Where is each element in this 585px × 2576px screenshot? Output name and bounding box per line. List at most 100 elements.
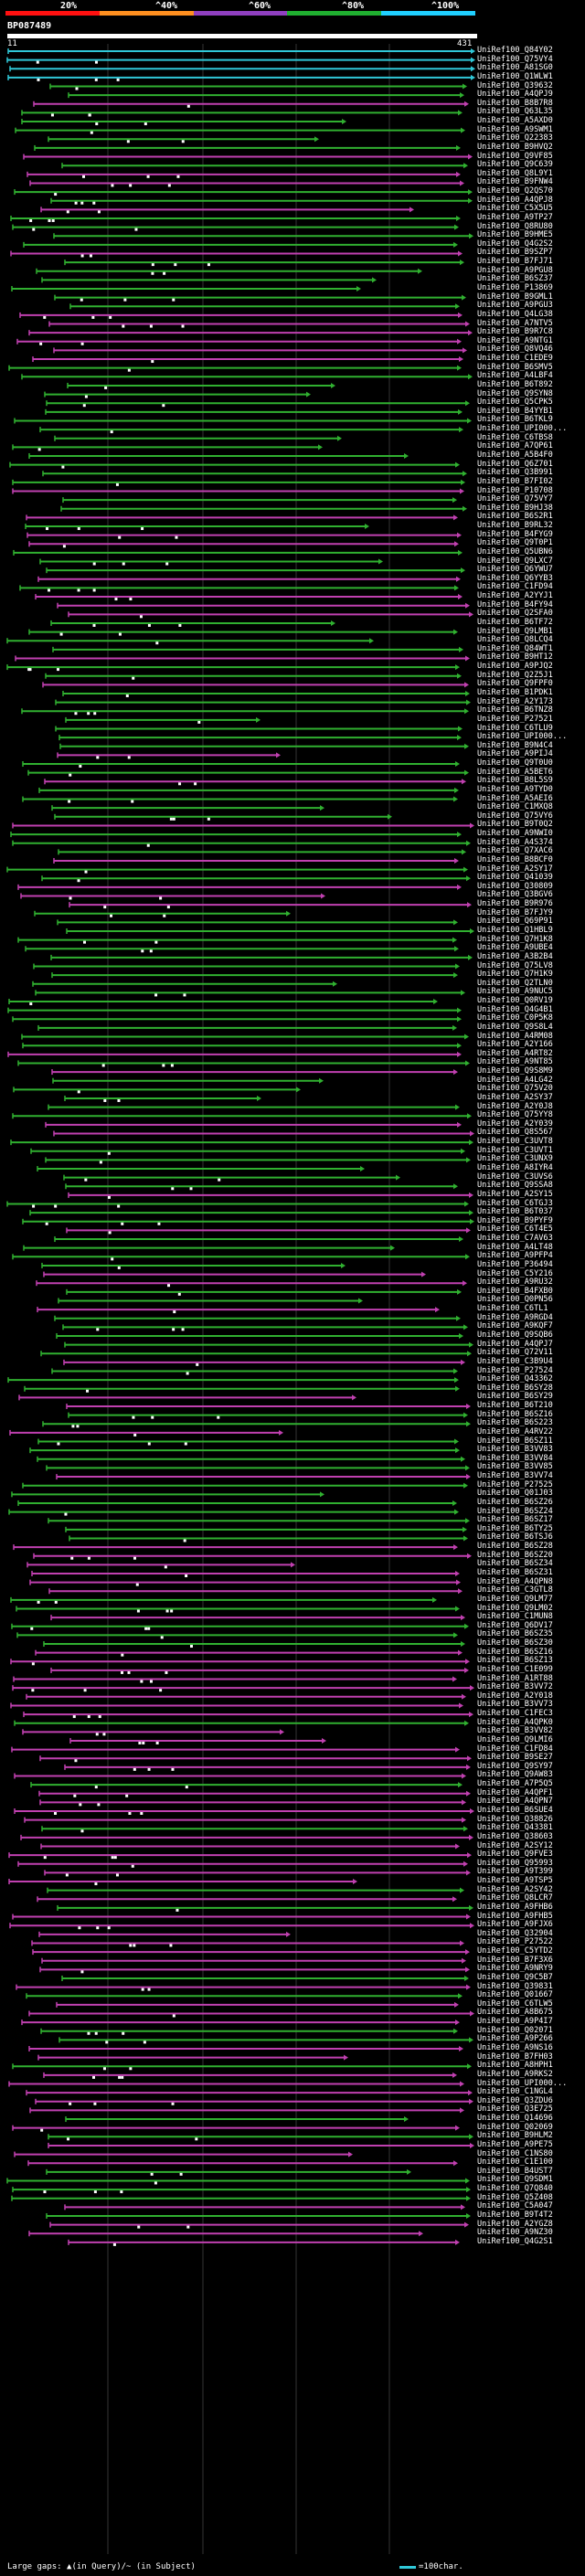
hit-name[interactable]: UniRef100_C7AV63 [477,1234,553,1244]
hit-name[interactable]: UniRef100_Q43381 [477,1823,553,1833]
hit-name[interactable]: UniRef100_C1E100 [477,2157,553,2168]
hit-name[interactable]: UniRef100_Q8S567 [477,1128,553,1138]
hit-name[interactable]: UniRef100_C3UVS6 [477,1171,553,1182]
hit-name[interactable]: UniRef100_B9FNW4 [477,177,553,187]
hit-name[interactable]: UniRef100_A9NS16 [477,2043,553,2052]
hit-name[interactable]: UniRef100_B9SZP7 [477,248,553,258]
hit-name[interactable]: UniRef100_B3VV72 [477,1682,553,1692]
hit-name[interactable]: UniRef100_Q9SYN8 [477,388,553,398]
hit-name[interactable]: UniRef100_B6TKL9 [477,415,553,425]
hit-name[interactable]: UniRef100_A9NUC5 [477,987,553,997]
hit-name[interactable]: UniRef100_A5AXD0 [477,116,553,126]
hit-name[interactable]: UniRef100_Q7H1K8 [477,934,553,944]
hit-name[interactable]: UniRef100_P27524 [477,1365,553,1375]
hit-name[interactable]: UniRef100_Q9AW83 [477,1770,553,1780]
hit-name[interactable]: UniRef100_Q9S8M9 [477,1066,553,1076]
hit-name[interactable]: UniRef100_A5BET6 [477,767,553,777]
hit-name[interactable]: UniRef100_Q84WT1 [477,643,553,653]
hit-name[interactable]: UniRef100_A9PGU3 [477,301,553,311]
hit-name[interactable]: UniRef100_B7FJY9 [477,907,553,917]
hit-name[interactable]: UniRef100_Q30809 [477,881,553,891]
hit-name[interactable]: UniRef100_B9R976 [477,899,553,909]
hit-name[interactable]: UniRef100_B6SZ37 [477,274,553,284]
hit-name[interactable]: UniRef100_B7FJ71 [477,257,553,267]
hit-name[interactable]: UniRef100_A9PGU8 [477,265,553,275]
hit-name[interactable]: UniRef100_A9PJQ2 [477,662,553,672]
hit-name[interactable]: UniRef100_Q32904 [477,1928,553,1938]
hit-name[interactable]: UniRef100_A7NTV5 [477,318,553,328]
hit-name[interactable]: UniRef100_Q01667 [477,1990,553,2000]
hit-name[interactable]: UniRef100_C6TBS8 [477,432,553,442]
hit-name[interactable]: UniRef100_A7QP61 [477,441,553,451]
hit-name[interactable]: UniRef100_Q38603 [477,1831,553,1841]
hit-name[interactable]: UniRef100_B8B7R8 [477,98,553,108]
hit-name[interactable]: UniRef100_Q4G2S1 [477,2236,553,2246]
hit-name[interactable]: UniRef100_A1RT88 [477,1673,553,1683]
hit-name[interactable]: UniRef100_B6SMV5 [477,362,553,372]
hit-name[interactable]: UniRef100_Q9C5B7 [477,1972,553,1982]
hit-name[interactable]: UniRef100_A2Y018 [477,1691,553,1701]
hit-name[interactable]: UniRef100_Q6YWU7 [477,565,553,575]
hit-name[interactable]: UniRef100_A4RV22 [477,1426,553,1436]
hit-name[interactable]: UniRef100_A2YYJ1 [477,591,553,601]
hit-name[interactable]: UniRef100_A9FHB6 [477,1902,553,1912]
hit-name[interactable]: UniRef100_A81SG0 [477,63,553,73]
hit-name[interactable]: UniRef100_Q7Q840 [477,2184,553,2194]
hit-name[interactable]: UniRef100_B3VV85 [477,1462,553,1472]
hit-name[interactable]: UniRef100_Q43362 [477,1374,553,1384]
hit-name[interactable]: UniRef100_Q5UBN6 [477,546,553,557]
hit-name[interactable]: UniRef100_Q2SFA0 [477,609,553,619]
hit-name[interactable]: UniRef100_Q9SQB6 [477,1330,553,1340]
hit-name[interactable]: UniRef100_A4LBF4 [477,371,553,381]
hit-name[interactable]: UniRef100_A9PIJ4 [477,749,553,759]
hit-name[interactable]: UniRef100_B3VV82 [477,1726,553,1736]
hit-name[interactable]: UniRef100_A9FHB5 [477,1911,553,1921]
hit-name[interactable]: UniRef100_B4FY94 [477,599,553,610]
hit-name[interactable]: UniRef100_Q75VY7 [477,494,553,504]
hit-name[interactable]: UniRef100_B9HLM2 [477,2131,553,2141]
hit-name[interactable]: UniRef100_B6TNZ8 [477,705,553,716]
hit-name[interactable]: UniRef100_A5B4F0 [477,450,553,460]
hit-name[interactable]: UniRef100_C3B9U4 [477,1356,553,1366]
hit-name[interactable]: UniRef100_A3B2B4 [477,951,553,961]
hit-name[interactable]: UniRef100_A9NTG1 [477,335,553,345]
hit-name[interactable]: UniRef100_C1E099 [477,1664,553,1674]
hit-name[interactable]: UniRef100_Q9LXC7 [477,556,553,566]
hit-name[interactable]: UniRef100_C3UVT1 [477,1145,553,1155]
hit-name[interactable]: UniRef100_Q75VY4 [477,54,553,64]
hit-name[interactable]: UniRef100_Q3ZDU6 [477,2095,553,2105]
hit-name[interactable]: UniRef100_P13869 [477,283,553,292]
hit-name[interactable]: UniRef100_B4UST7 [477,2166,553,2176]
hit-name[interactable]: UniRef100_B9N4C4 [477,740,553,750]
hit-name[interactable]: UniRef100_C1MUN8 [477,1612,553,1622]
hit-name[interactable]: UniRef100_A4QPK0 [477,1717,553,1727]
hit-name[interactable]: UniRef100_A9UBE4 [477,943,553,953]
hit-name[interactable]: UniRef100_B9PYF9 [477,1215,553,1225]
hit-name[interactable]: UniRef100_Q8LCQ4 [477,635,553,645]
hit-name[interactable]: UniRef100_B3VV84 [477,1453,553,1463]
hit-name[interactable]: UniRef100_B8L5S9 [477,776,553,786]
hit-name[interactable]: UniRef100_B4FYG9 [477,529,553,539]
hit-name[interactable]: UniRef100_A9TP27 [477,212,553,222]
hit-name[interactable]: UniRef100_A2Y173 [477,696,553,706]
hit-name[interactable]: UniRef100_B9HJ38 [477,503,553,513]
hit-name[interactable]: UniRef100_B7FI02 [477,476,553,486]
hit-name[interactable]: UniRef100_B9T0Q2 [477,820,553,830]
hit-name[interactable]: UniRef100_P27525 [477,1479,553,1489]
hit-name[interactable]: UniRef100_A2SY37 [477,1092,553,1102]
hit-name[interactable]: UniRef100_Q75LV8 [477,960,553,970]
hit-name[interactable]: UniRef100_A9P4I7 [477,2017,553,2027]
hit-name[interactable]: UniRef100_B9HME5 [477,230,553,240]
hit-name[interactable]: UniRef100_Q63L35 [477,107,553,117]
hit-name[interactable]: UniRef100_A4RM08 [477,1031,553,1041]
hit-name[interactable]: UniRef100_A4QPN7 [477,1797,553,1807]
hit-name[interactable]: UniRef100_UPI000... [477,732,568,742]
hit-name[interactable]: UniRef100_B9SE27 [477,1753,553,1763]
hit-name[interactable]: UniRef100_A9NWI0 [477,829,553,839]
hit-name[interactable]: UniRef100_Q2Z5J1 [477,670,553,680]
hit-name[interactable]: UniRef100_B4FXB0 [477,1286,553,1296]
hit-name[interactable]: UniRef100_Q9LMI6 [477,1734,553,1744]
hit-name[interactable]: UniRef100_Q9LMB1 [477,626,553,636]
hit-name[interactable]: UniRef100_Q69P91 [477,917,553,927]
hit-name[interactable]: UniRef100_Q9LM77 [477,1594,553,1604]
